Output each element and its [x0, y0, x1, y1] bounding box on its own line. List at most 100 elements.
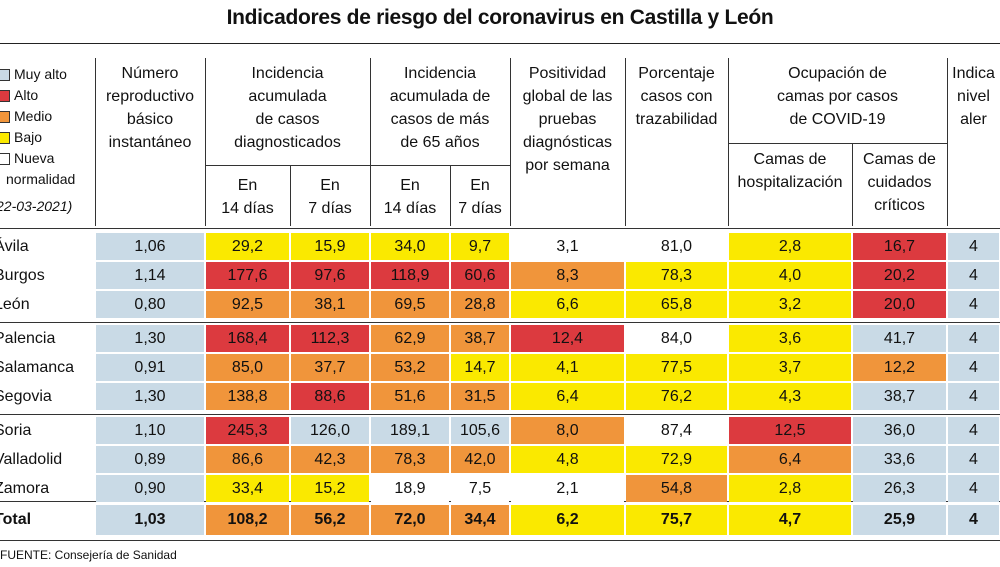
column-divider	[510, 58, 511, 226]
data-cell: 16,7	[853, 233, 946, 260]
data-cell: 9,7	[451, 233, 509, 260]
row-label: Burgos	[0, 267, 45, 284]
header-line: En	[320, 177, 340, 194]
row-label: Palencia	[0, 330, 56, 347]
legend-swatch	[0, 89, 10, 102]
column-divider	[290, 165, 291, 226]
header-line: aler	[960, 111, 987, 128]
header-line: Camas de	[753, 151, 827, 168]
header-hospital-beds: Camas de hospitalización	[728, 148, 852, 194]
data-cell: 0,90	[96, 475, 204, 502]
column-divider	[205, 58, 206, 226]
data-cell: 88,6	[291, 383, 369, 410]
header-line: Número	[121, 65, 179, 82]
data-cell: 168,4	[206, 325, 289, 352]
header-line: 14 días	[221, 200, 274, 217]
header-line: de COVID-19	[789, 111, 886, 128]
data-cell: 34,4	[451, 505, 509, 535]
header-line: Positividad	[528, 65, 607, 82]
data-cell: 108,2	[206, 505, 289, 535]
column-divider	[450, 165, 451, 226]
data-cell: 0,91	[96, 354, 204, 381]
title-rule	[0, 43, 1000, 44]
header-line: básico	[126, 111, 174, 128]
data-cell: 4,0	[729, 262, 851, 289]
legend-item: Bajo	[0, 127, 75, 148]
data-cell: 53,2	[371, 354, 449, 381]
data-cell: 78,3	[371, 446, 449, 473]
header-line: Camas de	[863, 151, 936, 168]
data-cell: 78,3	[626, 262, 727, 289]
row-label: Segovia	[0, 388, 52, 405]
data-cell: 15,2	[291, 475, 369, 502]
data-cell: 14,7	[451, 354, 509, 381]
header-line: diagnosticados	[234, 134, 341, 151]
data-cell: 38,7	[451, 325, 509, 352]
data-cell: 87,4	[626, 417, 727, 444]
data-cell: 4	[948, 325, 999, 352]
data-cell: 81,0	[626, 233, 727, 260]
data-cell: 3,2	[729, 291, 851, 318]
table-rule	[0, 540, 1000, 541]
header-icu-beds: Camas de cuidados críticos	[852, 148, 947, 217]
header-sub-rule	[205, 165, 510, 166]
header-traceability: Porcentaje casos con trazabilidad	[625, 62, 728, 131]
data-cell: 41,7	[853, 325, 946, 352]
data-cell: 105,6	[451, 417, 509, 444]
data-cell: 34,0	[371, 233, 449, 260]
header-line: Incidencia	[251, 65, 324, 82]
data-cell: 4,3	[729, 383, 851, 410]
data-cell: 4,7	[729, 505, 851, 535]
data-cell: 1,30	[96, 325, 204, 352]
header-line: acumulada	[248, 88, 327, 105]
data-cell: 4	[948, 475, 999, 502]
data-cell: 8,3	[511, 262, 624, 289]
row-label: León	[0, 296, 30, 313]
data-cell: 3,6	[729, 325, 851, 352]
data-cell: 4	[948, 446, 999, 473]
header-incidence-7d: En 7 días	[290, 174, 370, 220]
data-cell: 1,30	[96, 383, 204, 410]
header-line: por semana	[525, 157, 610, 174]
column-divider	[370, 58, 371, 226]
row-label: Valladolid	[0, 451, 63, 468]
data-cell: 4	[948, 417, 999, 444]
row-label: Total	[0, 511, 32, 528]
table-rule	[0, 228, 1000, 229]
data-cell: 4,1	[511, 354, 624, 381]
data-cell: 138,8	[206, 383, 289, 410]
header-incidence-65: Incidencia acumulada de casos de más de 65 …	[370, 62, 510, 154]
header-line: críticos	[874, 197, 925, 214]
data-cell: 56,2	[291, 505, 369, 535]
data-cell: 85,0	[206, 354, 289, 381]
data-cell: 31,5	[451, 383, 509, 410]
header-line: casos con	[640, 88, 713, 105]
data-cell: 29,2	[206, 233, 289, 260]
legend-label: Medio	[14, 108, 53, 124]
data-cell: 6,2	[511, 505, 624, 535]
data-cell: 1,03	[96, 505, 204, 535]
legend: Muy alto Alto Medio Bajo Nueva normalidad 22-0…	[0, 64, 75, 217]
legend-item: Nueva	[0, 148, 75, 169]
data-cell: 4	[948, 354, 999, 381]
data-cell: 97,6	[291, 262, 369, 289]
group-rule	[0, 322, 1000, 323]
legend-label: Alto	[14, 87, 39, 103]
source-note: FUENTE: Consejería de Sanidad	[0, 548, 177, 562]
data-cell: 0,89	[96, 446, 204, 473]
legend-label: normalidad	[6, 171, 76, 187]
data-cell: 75,7	[626, 505, 727, 535]
data-cell: 76,2	[626, 383, 727, 410]
data-cell: 37,7	[291, 354, 369, 381]
legend-swatch	[0, 131, 10, 144]
data-cell: 77,5	[626, 354, 727, 381]
legend-date: 22-03-2021)	[0, 198, 73, 214]
data-cell: 0,80	[96, 291, 204, 318]
legend-item: Alto	[0, 85, 75, 106]
data-cell: 38,7	[853, 383, 946, 410]
data-cell: 126,0	[291, 417, 369, 444]
header-line: instantáneo	[108, 134, 192, 151]
data-cell: 54,8	[626, 475, 727, 502]
column-divider	[947, 58, 948, 226]
data-cell: 4	[948, 233, 999, 260]
